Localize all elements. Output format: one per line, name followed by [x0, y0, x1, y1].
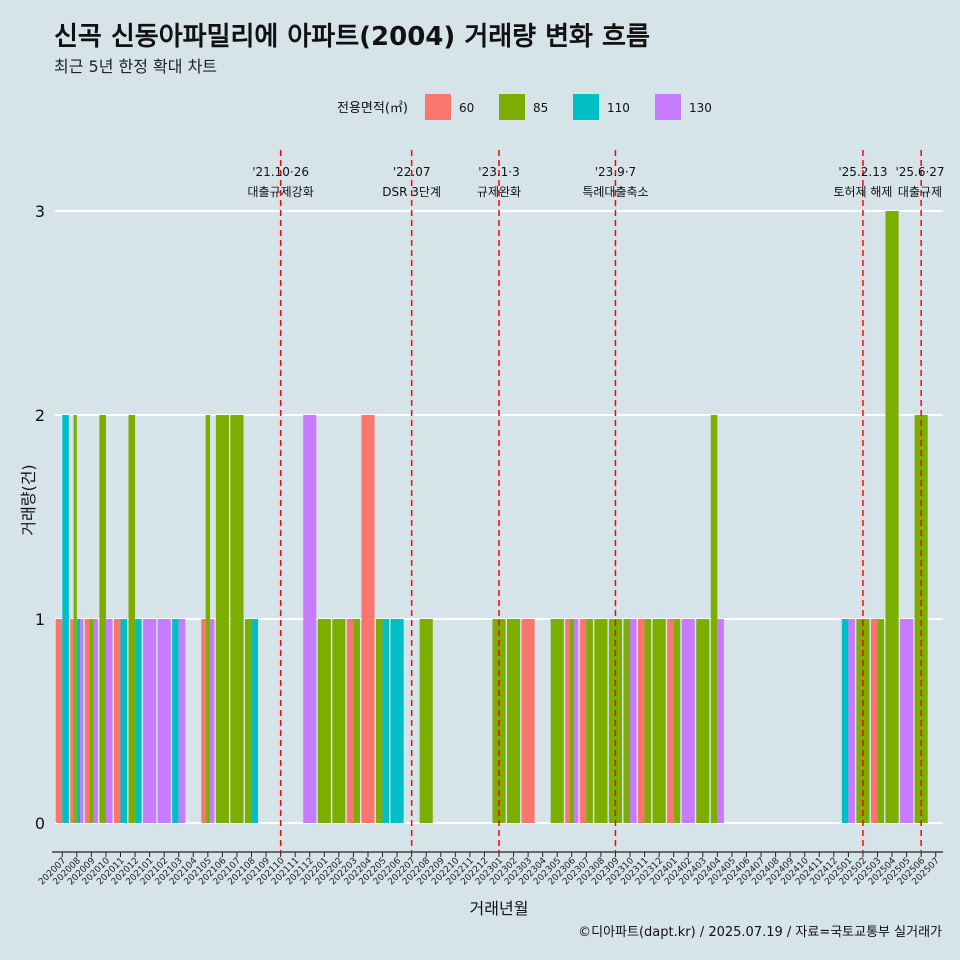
bar-202103-130 — [178, 619, 186, 823]
bar-202311-85 — [644, 619, 652, 823]
bar-202305-85 — [550, 619, 564, 823]
bar-202201-85 — [317, 619, 331, 823]
event-label: 대출규제강화 — [248, 185, 314, 199]
bar-202202-85 — [332, 619, 346, 823]
bar-202501-110 — [841, 619, 849, 823]
bar-202103-110 — [172, 619, 179, 823]
event-label: DSR 3단계 — [382, 185, 441, 199]
bar-202203-60 — [346, 619, 354, 823]
bar-202307-85 — [586, 619, 593, 823]
legend-swatch-85 — [499, 94, 525, 120]
chart-title: 신곡 신동아파밀리에 아파트(2004) 거래량 변화 흐름 — [54, 22, 650, 52]
event-label: 대출규제 — [898, 185, 942, 199]
bar-202009-130 — [93, 619, 98, 823]
bar-202009-85 — [89, 619, 94, 823]
y-tick-label: 0 — [35, 814, 45, 833]
legend-swatch-110 — [573, 94, 599, 120]
bar-202007-60 — [55, 619, 63, 823]
legend-label-130: 130 — [689, 101, 712, 115]
legend-swatch-60 — [425, 94, 451, 120]
legend-label-110: 110 — [607, 101, 630, 115]
y-tick-label: 1 — [35, 610, 45, 629]
bar-202310-85 — [623, 619, 631, 823]
bar-202208-85 — [419, 619, 433, 823]
event-date: '22.07 — [393, 165, 431, 179]
legend-swatch-130 — [655, 94, 681, 120]
bar-202204-60 — [361, 415, 375, 823]
bar-202503-85 — [877, 619, 885, 823]
bar-202010-85 — [99, 415, 106, 823]
bar-202501-130 — [848, 619, 855, 823]
bar-202112-130 — [303, 415, 317, 823]
bar-202402-130 — [681, 619, 695, 823]
bar-202008-85 — [73, 415, 77, 823]
bar-202007-110 — [62, 415, 69, 823]
bar-202008-110 — [76, 619, 81, 823]
bar-202308-85 — [594, 619, 608, 823]
bar-202404-130 — [717, 619, 724, 823]
bar-202106-85 — [215, 415, 229, 823]
event-date: '25.6·27 — [895, 165, 944, 179]
x-axis-title: 거래년월 — [470, 899, 529, 918]
bar-202105-85 — [205, 415, 211, 823]
legend-label-85: 85 — [533, 101, 548, 115]
bar-202504-85 — [885, 211, 899, 823]
bar-202306-130 — [573, 619, 579, 823]
bar-202012-110 — [135, 619, 142, 823]
event-label: 토허제 해제 — [833, 185, 892, 199]
y-tick-label: 2 — [35, 406, 45, 425]
bar-202108-85 — [244, 619, 252, 823]
bar-202011-110 — [120, 619, 128, 823]
legend-label-60: 60 — [459, 101, 474, 115]
bar-202303-60 — [521, 619, 535, 823]
legend-title: 전용면적(㎡) — [337, 101, 408, 116]
event-date: '23.1·3 — [478, 165, 519, 179]
event-label: 규제완화 — [477, 185, 521, 199]
bar-202302-85 — [507, 619, 521, 823]
bar-202101-130 — [143, 619, 157, 823]
bar-202311-60 — [638, 619, 645, 823]
bar-202306-85 — [569, 619, 574, 823]
bar-202105-130 — [210, 619, 215, 823]
bar-202108-110 — [251, 619, 259, 823]
y-axis-title: 거래량(건) — [19, 464, 38, 535]
bar-202107-85 — [230, 415, 244, 823]
bar-202205-85 — [375, 619, 383, 823]
bar-202205-110 — [382, 619, 390, 823]
chart-caption: ©디아파트(dapt.kr) / 2025.07.19 / 자료=국토교통부 실… — [578, 925, 942, 940]
bar-202401-85 — [673, 619, 681, 823]
event-date: '21.10·26 — [252, 165, 309, 179]
event-date: '23.9·7 — [595, 165, 636, 179]
bar-202306-60 — [565, 619, 570, 823]
bar-202503-60 — [870, 619, 878, 823]
bar-202206-110 — [390, 619, 404, 823]
bar-202312-85 — [652, 619, 666, 823]
bar-202011-60 — [113, 619, 121, 823]
bar-202505-130 — [900, 619, 914, 823]
bar-202506-85 — [914, 415, 928, 823]
bar-202404-85 — [710, 415, 718, 823]
bar-202307-60 — [579, 619, 587, 823]
bar-202008-60 — [70, 619, 74, 823]
bar-202203-85 — [353, 619, 360, 823]
bar-202401-60 — [667, 619, 674, 823]
bar-202012-85 — [128, 415, 136, 823]
bar-202010-130 — [105, 619, 113, 823]
bar-202009-60 — [84, 619, 90, 823]
event-label: 특례대출축소 — [582, 185, 648, 199]
bar-202105-60 — [201, 619, 206, 823]
chart-subtitle: 최근 5년 한정 확대 차트 — [54, 57, 218, 76]
bar-202310-130 — [630, 619, 637, 823]
bar-202008-130 — [80, 619, 84, 823]
bar-202403-85 — [696, 619, 710, 823]
y-tick-label: 3 — [35, 202, 45, 221]
event-date: '25.2.13 — [838, 165, 887, 179]
bar-202102-130 — [157, 619, 171, 823]
